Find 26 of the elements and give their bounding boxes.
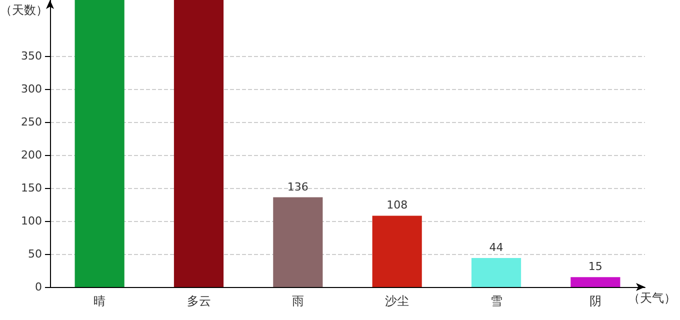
data-label: 136 (287, 180, 308, 194)
y-tick-label: 250 (21, 116, 42, 129)
x-tick-label: 雨 (292, 294, 304, 308)
y-tick-label: 200 (21, 148, 42, 162)
y-axis-title: （天数） (0, 3, 48, 17)
data-label: 108 (386, 198, 408, 212)
bar (273, 197, 323, 287)
x-tick-label: 多云 (186, 294, 211, 308)
x-tick-label: 阴 (589, 294, 602, 308)
bar (372, 216, 422, 287)
bar (74, 0, 124, 287)
y-tick-label: 0 (35, 280, 42, 294)
bar (174, 0, 224, 287)
y-tick-label: 150 (21, 182, 42, 195)
y-tick-label: 100 (21, 214, 42, 228)
x-tick-label: 雪 (490, 294, 502, 308)
bar (570, 277, 620, 287)
y-tick-label: 300 (21, 82, 42, 96)
x-tick-label: 晴 (94, 294, 106, 308)
data-label: 44 (489, 240, 504, 254)
bar (471, 258, 522, 287)
y-tick-label: 350 (21, 50, 42, 63)
x-tick-label: 沙尘 (385, 294, 410, 308)
y-tick-label: 50 (28, 248, 42, 261)
data-label: 15 (588, 260, 602, 274)
x-axis-title: （天气） (628, 291, 676, 305)
